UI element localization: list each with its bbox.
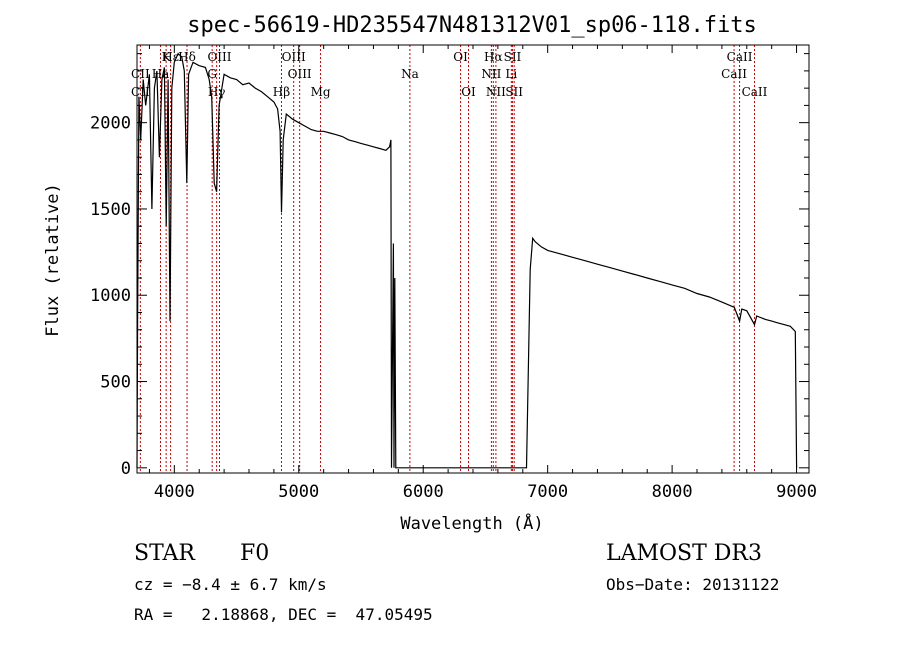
marker-label: Mg bbox=[311, 85, 331, 99]
x-tick-label: 9000 bbox=[776, 482, 817, 502]
marker-label: NII bbox=[481, 67, 501, 81]
marker-label: Hβ bbox=[273, 85, 290, 99]
y-tick-label: 1500 bbox=[90, 200, 131, 220]
x-tick-label: 6000 bbox=[403, 482, 444, 502]
marker-label: CaII bbox=[727, 50, 753, 64]
observation-date: Obs−Date: 20131122 bbox=[606, 575, 779, 594]
marker-label: Na bbox=[401, 67, 419, 81]
marker-label: Li bbox=[505, 67, 517, 81]
series-line-0 bbox=[136, 52, 798, 469]
survey-name: LAMOST DR3 bbox=[606, 541, 762, 566]
spectral-line-markers bbox=[139, 45, 755, 473]
marker-label: OIII bbox=[282, 50, 306, 64]
x-axis-label: Wavelength (Å) bbox=[400, 512, 543, 534]
marker-label: CII bbox=[131, 67, 150, 81]
marker-label: G bbox=[207, 67, 217, 81]
series-layer bbox=[136, 52, 798, 469]
redshift-readout: cz = −8.4 ± 6.7 km/s bbox=[134, 575, 327, 594]
x-tick-label: 4000 bbox=[154, 482, 195, 502]
x-tick-label: 5000 bbox=[278, 482, 319, 502]
y-axis-ticks: 0 500 1000 1500 2000 bbox=[90, 53, 809, 479]
y-axis-label: Flux (relative) bbox=[43, 183, 63, 337]
marker-label: SII bbox=[504, 50, 522, 64]
object-subclass: F0 bbox=[240, 541, 269, 566]
marker-label: SII bbox=[505, 85, 523, 99]
marker-label: CaII bbox=[742, 85, 768, 99]
y-tick-label: 2000 bbox=[90, 114, 131, 134]
plot-frame bbox=[136, 44, 810, 474]
marker-label: OIII bbox=[207, 50, 231, 64]
chart-title: spec-56619-HD235547N481312V01_sp06-118.f… bbox=[187, 13, 757, 38]
x-axis-ticks: 4000 5000 6000 7000 8000 9000 bbox=[148, 45, 817, 502]
y-tick-label: 500 bbox=[100, 373, 131, 393]
x-tick-label: 7000 bbox=[527, 482, 568, 502]
object-class: STAR bbox=[134, 541, 196, 566]
marker-label: CaII bbox=[721, 67, 747, 81]
coordinates-readout: RA = 2.18868, DEC = 47.05495 bbox=[134, 605, 433, 624]
marker-label: K bbox=[162, 50, 172, 64]
marker-label: Hα bbox=[484, 50, 503, 64]
y-tick-label: 1000 bbox=[90, 286, 131, 306]
marker-label: NII bbox=[486, 85, 506, 99]
y-tick-label: 0 bbox=[121, 459, 131, 479]
marker-label: OI bbox=[461, 85, 476, 99]
marker-label: OIII bbox=[288, 67, 312, 81]
x-tick-label: 8000 bbox=[652, 482, 693, 502]
marker-label: OI bbox=[453, 50, 468, 64]
marker-label: Ha bbox=[152, 67, 170, 81]
